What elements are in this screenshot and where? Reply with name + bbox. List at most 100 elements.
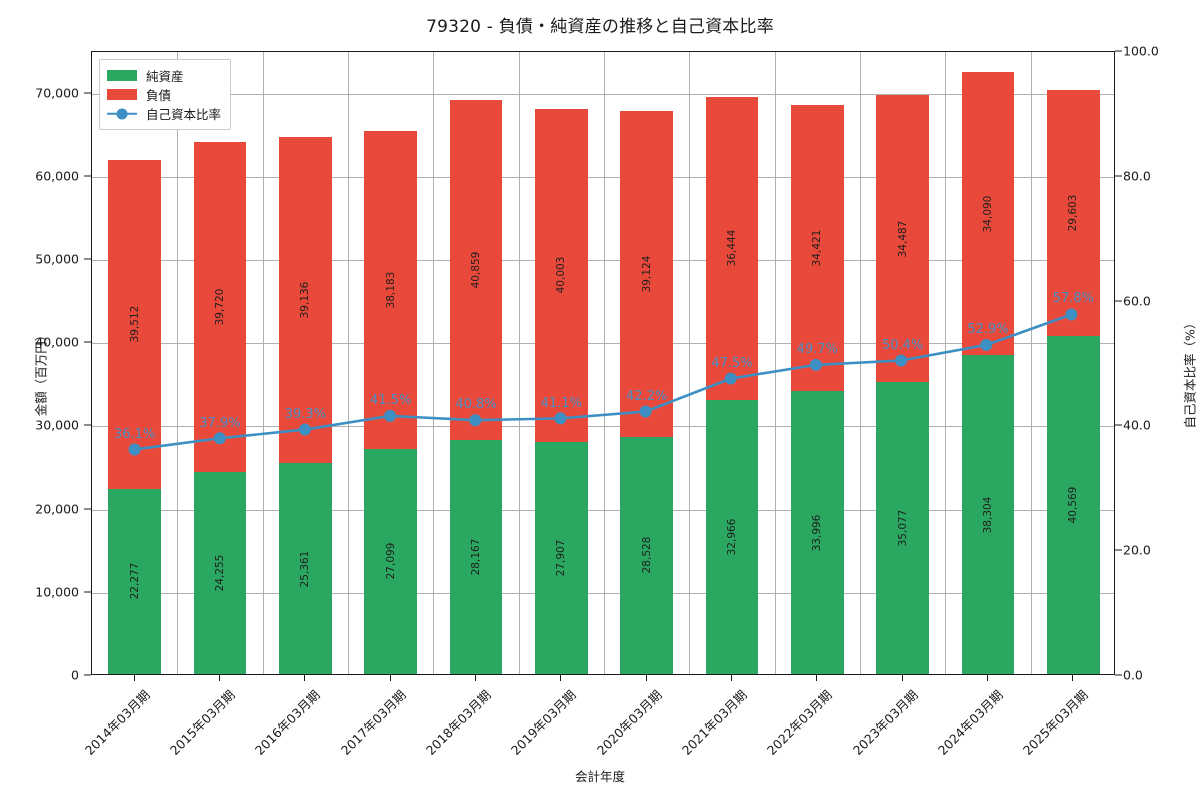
y-axis-tickmark-left [84,258,91,260]
bar-segment-equity[interactable]: 40,569 [1046,336,1100,674]
bar-stack[interactable]: 38,304 34,090 [961,71,1015,674]
bar-stack[interactable]: 27,099 38,183 [364,130,418,674]
bar-stack[interactable]: 33,996 34,421 [790,104,844,674]
x-axis-tick-label: 2018年03月期 [422,687,494,758]
bar-stack[interactable]: 32,966 36,444 [705,96,759,674]
bar-stack[interactable]: 25,361 39,136 [278,137,332,674]
gridline-vertical [262,52,264,674]
x-axis-tick-label: 2014年03月期 [81,687,153,758]
y-axis-tickmark-right [1115,50,1122,52]
ratio-value-label: 40.8% [455,397,497,413]
gridline-vertical [1030,52,1032,674]
ratio-data-point[interactable] [809,358,822,371]
ratio-value-label: 57.8% [1052,291,1094,307]
y-axis-tick-left: 50,000 [35,251,79,267]
bar-segment-equity[interactable]: 35,077 [876,382,930,674]
y-axis-tick-left: 70,000 [35,85,79,101]
x-axis-tick-label: 2019年03月期 [508,687,580,758]
ratio-value-label: 47.5% [711,355,753,371]
gridline-horizontal [92,343,1114,345]
bar-segment-equity[interactable]: 32,966 [705,399,759,674]
legend-swatch-equity [107,70,137,81]
bar-segment-liabilities[interactable]: 36,444 [705,96,759,400]
gridline-horizontal [92,509,1114,511]
x-axis-tickmark [1072,675,1074,681]
x-axis-tick-label: 2025年03月期 [1020,687,1092,758]
bar-segment-equity[interactable]: 38,304 [961,355,1015,674]
ratio-data-point[interactable] [469,414,482,427]
bar-stack[interactable]: 28,528 39,124 [620,111,674,674]
bar-segment-liabilities[interactable]: 40,859 [449,99,503,440]
bar-segment-liabilities[interactable]: 34,487 [876,95,930,383]
x-axis-tickmark [133,675,135,681]
bar-segment-equity[interactable]: 27,099 [364,448,418,674]
y-axis-label-right: 自己資本比率（%） [1182,316,1198,429]
legend-item-liabilities: 負債 [107,85,221,104]
bar-stack[interactable]: 35,077 34,487 [876,95,930,674]
bar-segment-liabilities[interactable]: 39,136 [278,137,332,463]
y-axis-tickmark-left [84,341,91,343]
bar-segment-equity[interactable]: 22,277 [108,488,162,674]
ratio-value-label: 52.9% [967,321,1009,337]
x-axis-tick-label: 2021年03月期 [678,687,750,758]
y-axis-tick-right: 20.0 [1123,542,1151,558]
y-axis-tick-left: 30,000 [35,417,79,433]
x-axis-tickmark [987,675,988,681]
bar-segment-equity[interactable]: 25,361 [278,463,332,674]
y-axis-tick-left: 20,000 [35,501,79,517]
ratio-data-point[interactable] [639,405,652,418]
bar-segment-liabilities[interactable]: 34,090 [961,71,1015,356]
bar-segment-liabilities[interactable]: 39,124 [620,111,674,437]
bar-stack[interactable]: 28,167 40,859 [449,99,503,674]
bar-segment-liabilities[interactable]: 38,183 [364,130,418,449]
ratio-data-point[interactable] [128,443,141,456]
gridline-vertical [945,52,947,674]
bar-stack[interactable]: 40,569 29,603 [1046,90,1100,674]
bar-segment-liabilities[interactable]: 29,603 [1046,90,1100,337]
y-axis-tickmark-left [84,92,91,94]
ratio-data-point[interactable] [384,409,397,422]
plot-area: 22,277 39,512 24,255 39,720 25,361 39,136 27,0… [91,51,1115,675]
y-axis-tick-right: 40.0 [1123,417,1151,433]
bar-segment-liabilities[interactable]: 39,512 [108,159,162,489]
y-axis-tick-right: 80.0 [1123,168,1151,184]
chart-legend: 純資産 負債 自己資本比率 [99,59,232,130]
ratio-data-point[interactable] [895,354,908,367]
x-axis-tickmark [304,675,306,681]
y-axis-tick-left: 0 [71,667,79,683]
bar-segment-liabilities[interactable]: 39,720 [193,141,247,473]
bar-stack[interactable]: 27,907 40,003 [534,109,588,674]
y-axis-tickmark-right [1115,300,1122,302]
x-axis-tickmark [816,675,818,681]
legend-swatch-equity-ratio [107,108,137,119]
bar-segment-liabilities[interactable]: 34,421 [790,104,844,392]
legend-label-equity-ratio: 自己資本比率 [146,107,222,122]
bar-series: 22,277 39,512 24,255 39,720 25,361 39,136 27,0… [92,52,1114,674]
bar-segment-equity[interactable]: 28,528 [620,436,674,674]
ratio-data-point[interactable] [298,423,311,436]
ratio-data-point[interactable] [980,338,993,351]
ratio-data-point[interactable] [724,372,737,385]
bar-stack[interactable]: 22,277 39,512 [108,159,162,674]
bar-segment-liabilities[interactable]: 40,003 [534,109,588,442]
bar-segment-equity[interactable]: 33,996 [790,391,844,674]
y-axis-tickmark-right [1115,549,1122,551]
x-axis-tick-label: 2015年03月期 [166,687,238,758]
gridlines [92,52,1114,674]
bar-segment-equity[interactable]: 28,167 [449,439,503,674]
ratio-data-point[interactable] [213,432,226,445]
gridline-vertical [604,52,605,674]
y-axis-tickmark-right [1115,424,1122,426]
x-axis-tickmark [645,675,647,681]
ratio-line-series [92,52,1114,674]
bar-stack[interactable]: 24,255 39,720 [193,141,247,674]
y-axis-tickmark-left [84,674,91,676]
bar-segment-equity[interactable]: 24,255 [193,472,247,674]
ratio-data-point[interactable] [554,412,567,425]
bar-segment-equity[interactable]: 27,907 [534,441,588,674]
y-axis-tick-right: 100.0 [1123,43,1159,59]
ratio-data-point[interactable] [1065,308,1078,321]
ratio-value-label: 36.1% [114,426,156,442]
gridline-vertical [518,52,520,674]
